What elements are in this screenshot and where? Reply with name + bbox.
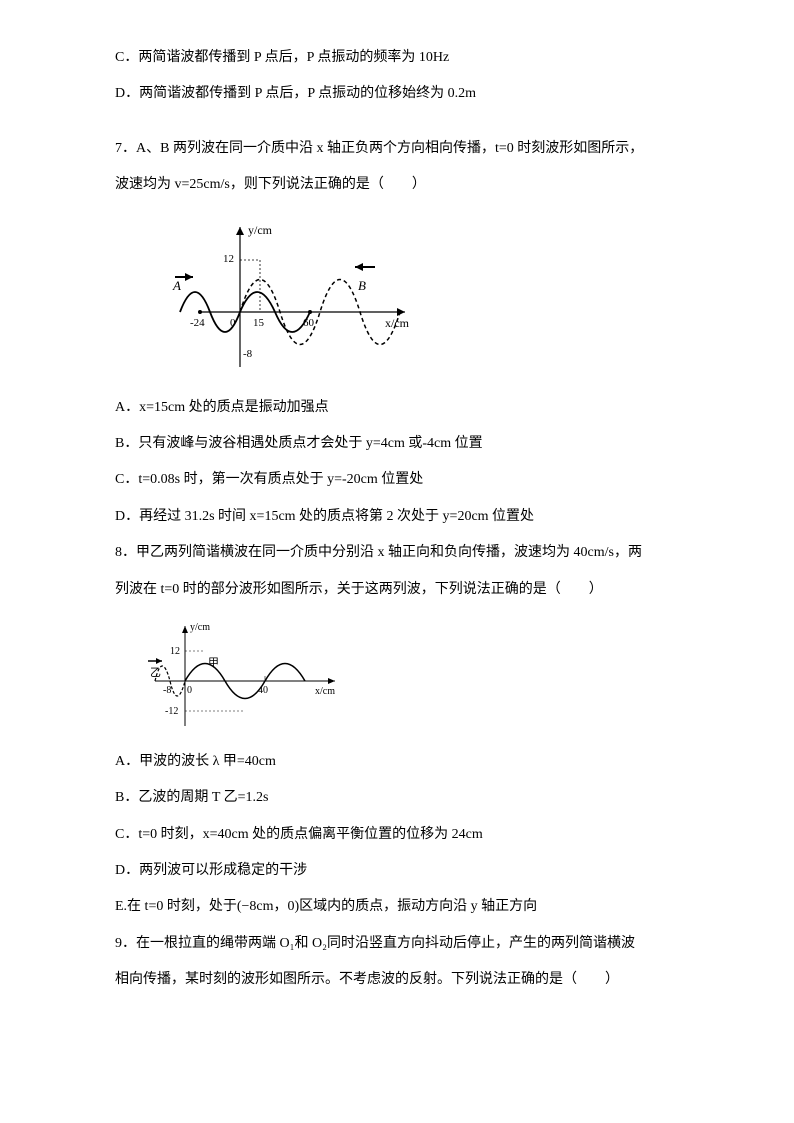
q8-tick-y12: 12 xyxy=(170,646,180,657)
q7-option-a: A．x=15cm 处的质点是振动加强点 xyxy=(115,390,694,426)
q7-option-d: D．再经过 31.2s 时间 x=15cm 处的质点将第 2 次处于 y=20c… xyxy=(115,499,694,535)
q7-stem-2: 波速均为 v=25cm/s，则下列说法正确的是（ ） xyxy=(115,167,694,203)
q9-stem-2: 相向传播，某时刻的波形如图所示。不考虑波的反射。下列说法正确的是（ ） xyxy=(115,962,694,998)
q7-option-c: C．t=0.08s 时，第一次有质点处于 y=-20cm 位置处 xyxy=(115,462,694,498)
q8-label-jia: 甲 xyxy=(208,657,219,669)
q8-tick-xn8: -8 xyxy=(163,685,171,696)
q8-stem-2: 列波在 t=0 时的部分波形如图所示，关于这两列波，下列说法正确的是（ ） xyxy=(115,572,694,608)
q8-option-e: E.在 t=0 时刻，处于(−8cm，0)区域内的质点，振动方向沿 y 轴正方向 xyxy=(115,889,694,925)
q8-xlabel: x/cm xyxy=(315,686,335,697)
q7-tick-x0: 0 xyxy=(230,317,236,329)
q8-tick-x40: 40 xyxy=(258,685,268,696)
q6-option-d: D．两简谐波都传播到 P 点后，P 点振动的位移始终为 0.2m xyxy=(115,76,694,112)
q7-stem-1: 7．A、B 两列波在同一介质中沿 x 轴正负两个方向相向传播，t=0 时刻波形如… xyxy=(115,131,694,167)
q7-figure: y/cm x/cm A B 12 -8 -24 0 15 60 xyxy=(145,212,694,382)
q8-option-a: A．甲波的波长 λ 甲=40cm xyxy=(115,744,694,780)
q7-tick-xn24: -24 xyxy=(190,317,205,329)
q8-tick-x0: 0 xyxy=(187,685,192,696)
q7-tick-yn8: -8 xyxy=(243,348,253,360)
q8-figure: y/cm x/cm 乙 甲 12 -12 -8 0 40 xyxy=(130,616,694,736)
q7-tick-x60: 60 xyxy=(303,317,315,329)
q8-option-c: C．t=0 时刻，x=40cm 处的质点偏离平衡位置的位移为 24cm xyxy=(115,817,694,853)
q7-label-b: B xyxy=(358,278,366,293)
q8-option-d: D．两列波可以形成稳定的干涉 xyxy=(115,853,694,889)
q7-xlabel: x/cm xyxy=(385,316,410,330)
q7-label-a: A xyxy=(172,278,181,293)
q6-option-c: C．两简谐波都传播到 P 点后，P 点振动的频率为 10Hz xyxy=(115,40,694,76)
q7-ylabel: y/cm xyxy=(248,223,273,237)
q8-tick-yn12: -12 xyxy=(165,706,178,717)
q7-option-b: B．只有波峰与波谷相遇处质点才会处于 y=4cm 或-4cm 位置 xyxy=(115,426,694,462)
q7-tick-y12: 12 xyxy=(223,253,234,265)
q8-ylabel: y/cm xyxy=(190,622,210,633)
q7-tick-x15: 15 xyxy=(253,317,265,329)
q8-stem-1: 8．甲乙两列简谐横波在同一介质中分别沿 x 轴正向和负向传播，波速均为 40cm… xyxy=(115,535,694,571)
q8-option-b: B．乙波的周期 T 乙=1.2s xyxy=(115,780,694,816)
q9-stem-1: 9．在一根拉直的绳带两端 O₁和 O₂同时沿竖直方向抖动后停止，产生的两列简谐横… xyxy=(115,926,694,962)
q8-label-yi: 乙 xyxy=(150,666,161,679)
